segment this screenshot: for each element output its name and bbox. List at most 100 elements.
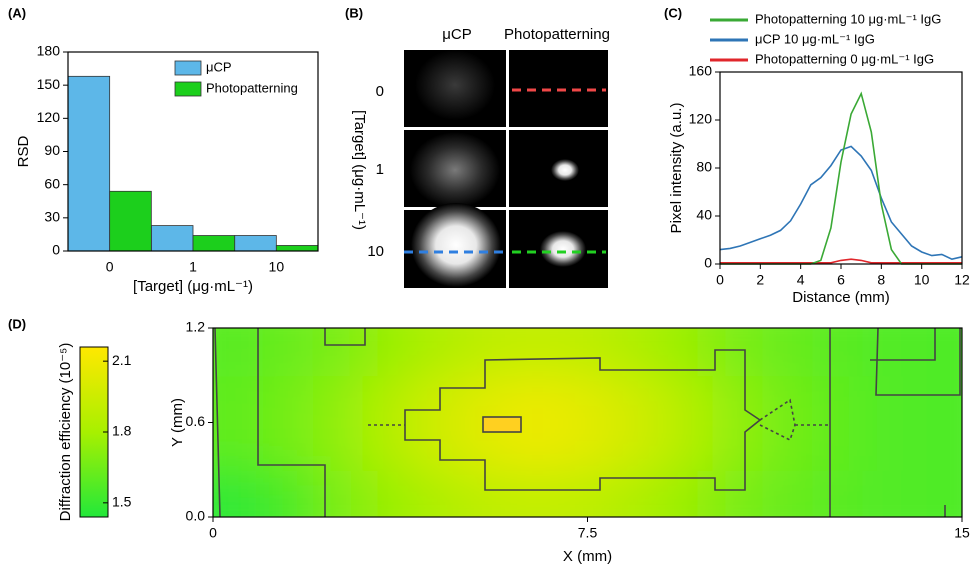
heat-cell (562, 328, 614, 377)
y-tick-label: 60 (44, 175, 60, 191)
legend-label: Photopatterning 0 μg·mL⁻¹ IgG (755, 51, 934, 66)
micrographs (404, 50, 608, 288)
colorbar-label: Diffraction efficiency (10⁻⁵) (57, 343, 74, 522)
y-axis-label: [Target] (μg·mL⁻¹) (351, 110, 368, 230)
y-tick-label: 80 (696, 159, 712, 175)
heat-cell (312, 469, 364, 517)
y-axis-label: RSD (15, 135, 32, 167)
heat-cell (662, 469, 714, 517)
heat-cell (762, 328, 814, 377)
bar (192, 235, 236, 252)
y-tick-label: 120 (37, 109, 61, 125)
heat-cell (862, 328, 914, 377)
heat-cell (312, 328, 364, 377)
column-label: Photopatterning (504, 26, 610, 43)
heat-cell (662, 328, 714, 377)
heat-cell (562, 375, 614, 424)
heat-cell (512, 469, 564, 517)
heat-cell (213, 469, 264, 517)
y-tick-label: 0.6 (186, 413, 206, 429)
panel-label: (D) (8, 316, 26, 331)
heat-cell (213, 375, 264, 424)
heat-cell (362, 328, 414, 377)
bar (275, 245, 319, 252)
heat-cell (862, 422, 914, 471)
x-tick-label: 0 (209, 525, 217, 541)
bar (109, 190, 152, 252)
x-tick-label: 15 (954, 525, 970, 541)
heat-cell (812, 469, 864, 517)
x-tick-label: 10 (269, 259, 285, 275)
heatmap (213, 328, 962, 517)
heat-cell (862, 469, 914, 517)
bar (150, 225, 194, 252)
axes-frame (719, 71, 963, 265)
heat-cell (812, 328, 864, 377)
bar (67, 75, 111, 252)
heat-cell (312, 375, 364, 424)
y-tick-label: 160 (689, 63, 713, 79)
heat-cell (712, 422, 764, 471)
x-axis-label: [Target] (μg·mL⁻¹) (133, 278, 253, 295)
panel-label: (C) (664, 5, 682, 20)
legend-label: Photopatterning 10 μg·mL⁻¹ IgG (755, 11, 941, 26)
line-series (720, 258, 962, 264)
heat-cell (213, 328, 264, 377)
heat-cell (213, 422, 264, 471)
y-tick-label: 0 (52, 242, 60, 258)
heat-cell (612, 328, 664, 377)
heat-cell (312, 422, 364, 471)
legend-label: Photopatterning (206, 80, 298, 95)
heat-cell (912, 328, 962, 377)
heat-cell (462, 469, 514, 517)
heat-cell (412, 375, 464, 424)
heat-cell (912, 422, 962, 471)
heat-cell (362, 469, 414, 517)
heat-cell (562, 422, 614, 471)
x-tick-label: 8 (877, 272, 885, 288)
heat-cell (262, 422, 314, 471)
colorbar-tick-label: 2.1 (112, 352, 132, 368)
column-label: μCP (442, 26, 471, 43)
heat-cell (362, 422, 414, 471)
x-tick-label: 7.5 (578, 525, 598, 541)
legend-label: μCP (206, 59, 232, 74)
legend-swatch (174, 60, 202, 76)
heat-cell (612, 422, 664, 471)
legend-label: μCP 10 μg·mL⁻¹ IgG (755, 31, 875, 46)
heat-cell (912, 375, 962, 424)
heat-cell (712, 375, 764, 424)
y-tick-label: 120 (689, 111, 713, 127)
heat-cell (562, 469, 614, 517)
colorbar-tick-label: 1.5 (112, 494, 132, 510)
heat-cell (712, 328, 764, 377)
panel-label: (B) (345, 5, 363, 20)
x-tick-label: 0 (106, 259, 114, 275)
heat-cell (862, 375, 914, 424)
x-tick-label: 6 (837, 272, 845, 288)
heat-cell (812, 375, 864, 424)
y-tick-label: 0 (704, 255, 712, 271)
heat-cell (412, 422, 464, 471)
x-tick-label: 10 (914, 272, 930, 288)
heat-cell (462, 328, 514, 377)
panel-label: (A) (8, 5, 26, 20)
heat-cell (612, 375, 664, 424)
line-series (719, 145, 963, 261)
heat-cell (262, 375, 314, 424)
x-tick-label: 12 (954, 272, 970, 288)
y-tick-label: 30 (44, 209, 60, 225)
heat-cell (412, 328, 464, 377)
heat-cell (412, 469, 464, 517)
x-tick-label: 1 (189, 259, 197, 275)
heat-cell (262, 328, 314, 377)
x-tick-label: 2 (756, 272, 764, 288)
x-axis-label: X (mm) (563, 548, 612, 565)
heat-cell (462, 375, 514, 424)
heat-cell (762, 422, 814, 471)
heat-cell (762, 469, 814, 517)
row-label: 0 (376, 83, 384, 100)
y-axis-label: Y (mm) (169, 398, 186, 447)
line-series (720, 91, 962, 265)
